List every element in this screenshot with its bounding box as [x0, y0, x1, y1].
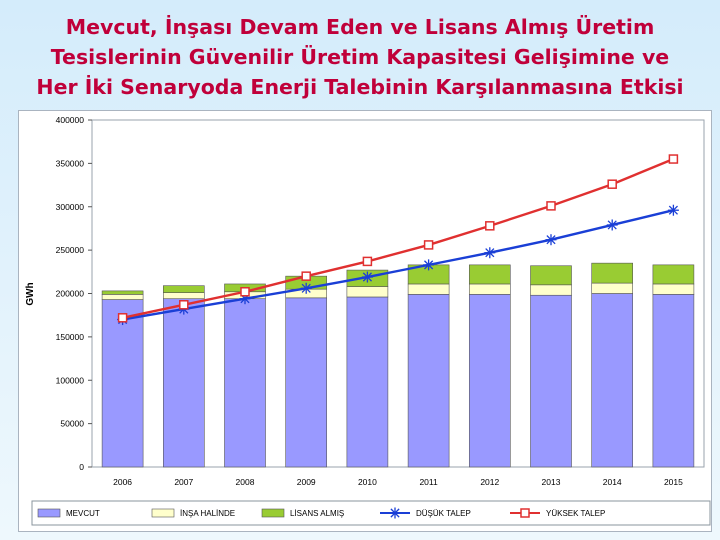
x-tick-label: 2011: [419, 477, 438, 487]
bar-mevcut-2015: [652, 294, 695, 468]
bar-mevcut-2006: [101, 299, 144, 468]
point-y-ksek-talep-2010: [362, 256, 373, 267]
legend-box: [31, 500, 711, 526]
x-tick-label: 2012: [480, 477, 499, 487]
bar-i-n-a-hali-nde-2010: [346, 286, 389, 298]
y-tick-label: 400000: [56, 115, 85, 125]
y-tick-label: 0: [79, 462, 84, 472]
bar-i-n-a-hali-nde-2007: [163, 292, 205, 300]
legend: MEVCUT İNŞA HALİNDE LİSANS ALMIŞ DÜŞÜK TALE…: [31, 500, 711, 526]
line-d-k-talep: [122, 209, 674, 321]
x-tick-label: 2008: [236, 477, 255, 487]
y-axis-label: GWh: [25, 282, 36, 305]
point-y-ksek-talep-2007: [179, 300, 189, 310]
point-y-ksek-talep-2015: [668, 154, 679, 164]
bar-i-n-a-hali-nde-2014: [591, 282, 634, 294]
title-line-2: Tesislerinin Güvenilir Üretim Kapasitesi…: [50, 45, 670, 69]
x-tick-label: 2009: [297, 477, 316, 487]
bar-i-n-a-hali-nde-2011: [407, 283, 450, 295]
x-tick-label: 2010: [358, 477, 377, 487]
bar-mevcut-2009: [285, 297, 328, 468]
bar-mevcut-2012: [468, 294, 511, 468]
y-tick-label: 50000: [60, 419, 84, 429]
title-line-3: Her İki Senaryoda Enerji Talebinin Karşı…: [36, 75, 684, 99]
point-y-ksek-talep-2014: [607, 179, 617, 189]
legend-swatch-mevcut: [37, 508, 61, 518]
legend-marker-y-ksek-talep: [520, 508, 530, 518]
legend-label-d-k-talep: DÜŞÜK TALEP: [416, 509, 471, 518]
y-tick-label: 300000: [56, 202, 85, 212]
line-y-ksek-talep: [122, 157, 674, 319]
point-d-k-talep-2012: [484, 247, 496, 259]
bar-li-sans-almi--2014: [591, 262, 634, 284]
bar-i-n-a-hali-nde-2006: [101, 294, 144, 300]
bar-mevcut-2008: [224, 298, 266, 468]
point-y-ksek-talep-2013: [546, 201, 556, 211]
point-y-ksek-talep-2012: [485, 221, 495, 231]
bar-mevcut-2014: [591, 293, 634, 468]
point-y-ksek-talep-2009: [301, 271, 311, 281]
point-d-k-talep-2013: [545, 234, 557, 246]
point-y-ksek-talep-2008: [240, 287, 250, 297]
y-tick-label: 350000: [56, 158, 85, 168]
bar-mevcut-2007: [163, 298, 205, 468]
title-line-1: Mevcut, İnşası Devam Eden ve Lisans Almı…: [65, 15, 655, 39]
x-tick-label: 2006: [113, 477, 132, 487]
point-y-ksek-talep-2006: [117, 313, 128, 323]
legend-marker-d-k-talep: [389, 507, 401, 519]
x-tick-label: 2007: [174, 477, 193, 487]
y-tick-label: 150000: [56, 332, 85, 342]
bar-i-n-a-hali-nde-2013: [530, 284, 572, 296]
bar-mevcut-2011: [407, 294, 450, 468]
legend-label-mevcut: MEVCUT: [66, 509, 100, 518]
legend-swatch-li-sans-almi-: [261, 508, 285, 518]
x-tick-label: 2015: [664, 477, 683, 487]
legend-swatch-i-n-a-hali-nde: [151, 508, 175, 518]
point-d-k-talep-2014: [606, 219, 618, 231]
x-tick-label: 2014: [603, 477, 622, 487]
chart-title: Mevcut, İnşası Devam Eden ve Lisans Almı…: [0, 12, 720, 102]
point-d-k-talep-2009: [300, 282, 312, 294]
legend-label-li-sans-almi-: LİSANS ALMIŞ: [290, 509, 344, 518]
y-tick-label: 250000: [56, 245, 85, 255]
bar-mevcut-2010: [346, 296, 389, 468]
y-tick-label: 200000: [56, 289, 85, 299]
bar-i-n-a-hali-nde-2012: [468, 283, 511, 295]
point-d-k-talep-2015: [667, 204, 679, 216]
bar-li-sans-almi--2007: [163, 285, 205, 293]
bar-li-sans-almi--2013: [530, 265, 572, 286]
y-tick-label: 100000: [56, 375, 85, 385]
bar-li-sans-almi--2006: [101, 290, 144, 295]
bar-mevcut-2013: [530, 294, 572, 468]
legend-label-i-n-a-hali-nde: İNŞA HALİNDE: [180, 509, 235, 518]
point-y-ksek-talep-2011: [423, 240, 434, 250]
bar-li-sans-almi--2012: [468, 264, 511, 285]
legend-label-y-ksek-talep: YÜKSEK TALEP: [546, 509, 605, 518]
point-d-k-talep-2011: [423, 259, 435, 271]
point-d-k-talep-2010: [361, 271, 373, 283]
bar-li-sans-almi--2015: [652, 264, 695, 285]
x-tick-label: 2013: [542, 477, 561, 487]
bar-i-n-a-hali-nde-2015: [652, 283, 695, 295]
